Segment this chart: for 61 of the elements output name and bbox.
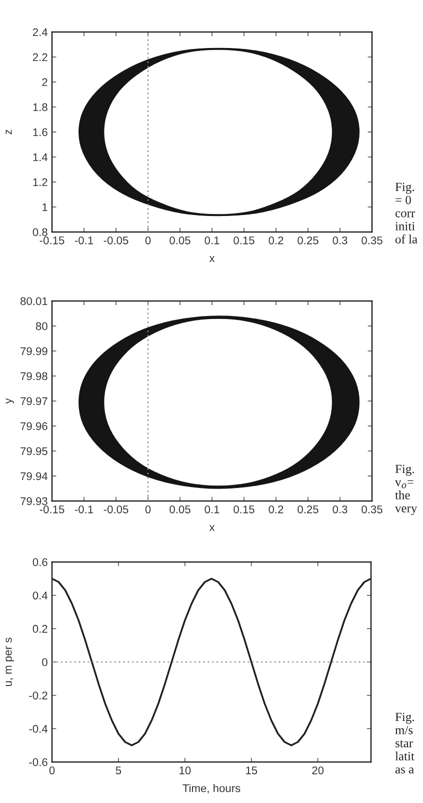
y-axis-title: u, m per s xyxy=(6,638,14,686)
x-tick-label: 0.25 xyxy=(298,505,318,514)
x-tick-label: 0 xyxy=(145,505,151,514)
y-tick-label: 0.2 xyxy=(32,624,48,633)
text: Fig. m/s star latit as a xyxy=(395,712,414,774)
y-tick-label: 2 xyxy=(42,78,48,86)
y-tick-label: 2.4 xyxy=(32,28,48,36)
x-tick-label: 0.25 xyxy=(298,236,318,244)
y-tick-label: -0.2 xyxy=(29,692,48,700)
x-tick-label: -0.1 xyxy=(74,236,94,244)
x-axis-title: x xyxy=(209,525,215,532)
x-tick-label: 0.1 xyxy=(204,236,220,244)
x-tick-label: 0.35 xyxy=(362,505,382,514)
x-tick-label: 10 xyxy=(180,766,191,774)
x-tick-label: 0.3 xyxy=(332,505,348,514)
x-tick-label: 5 xyxy=(116,766,122,774)
x-axis-title: Time, hours xyxy=(182,784,240,794)
x-tick-label: 15 xyxy=(246,766,258,774)
y-tick-label: 1.8 xyxy=(33,103,48,112)
y-tick-label: 0.4 xyxy=(32,592,48,600)
x-tick-label: -0.15 xyxy=(40,236,64,244)
y-axis-title: z xyxy=(6,130,12,134)
x-tick-label: -0.1 xyxy=(74,505,94,514)
y-tick-label: 0.8 xyxy=(32,228,48,236)
y-tick-label: 2.2 xyxy=(32,53,48,62)
y-tick-label: 1 xyxy=(42,203,48,212)
x-tick-label: -0.05 xyxy=(104,505,128,514)
y-tick-label: 1.2 xyxy=(33,178,48,186)
x-tick-label: 0 xyxy=(145,236,151,244)
y-tick-label: -0.4 xyxy=(29,724,48,733)
y-tick-label: 1.4 xyxy=(33,153,48,162)
x-tick-label: 0.3 xyxy=(332,236,348,244)
y-tick-label: 0.6 xyxy=(32,558,48,566)
x-tick-label: -0.15 xyxy=(40,505,64,514)
x-tick-label: 0.1 xyxy=(204,505,220,514)
x-tick-label: 0.15 xyxy=(234,505,254,514)
y-tick-label: 79.99 xyxy=(20,347,48,356)
x-tick-label: 0.2 xyxy=(268,505,284,514)
x-tick-label: 0.35 xyxy=(362,236,382,244)
y-tick-label: -0.6 xyxy=(29,758,48,766)
x-tick-label: 0.05 xyxy=(170,236,190,244)
x-tick-label: 0 xyxy=(49,766,55,774)
x-axis-title: x xyxy=(209,256,215,262)
x-tick-label: 20 xyxy=(312,766,324,774)
y-tick-label: 79.95 xyxy=(20,447,48,456)
y-tick-label: 0 xyxy=(42,658,48,666)
y-tick-label: 80 xyxy=(36,322,48,330)
y-tick-label: 79.98 xyxy=(20,372,48,380)
y-tick-label: 80.01 xyxy=(20,297,48,306)
x-tick-label: -0.05 xyxy=(104,236,128,244)
x-tick-label: 0.2 xyxy=(268,236,284,244)
y-tick-label: 79.93 xyxy=(20,497,48,506)
y-tick-label: 79.96 xyxy=(20,422,48,430)
y-axis-title: y xyxy=(6,398,14,404)
x-tick-label: 0.15 xyxy=(234,236,254,244)
text: Fig. v$_{o}$= the very xyxy=(395,464,418,515)
text: Fig. = 0 corr initi of la xyxy=(395,182,418,244)
y-tick-label: 1.6 xyxy=(33,128,48,136)
y-tick-label: 79.94 xyxy=(20,472,48,480)
x-tick-label: 0.05 xyxy=(170,505,190,514)
y-tick-label: 79.97 xyxy=(20,397,48,406)
